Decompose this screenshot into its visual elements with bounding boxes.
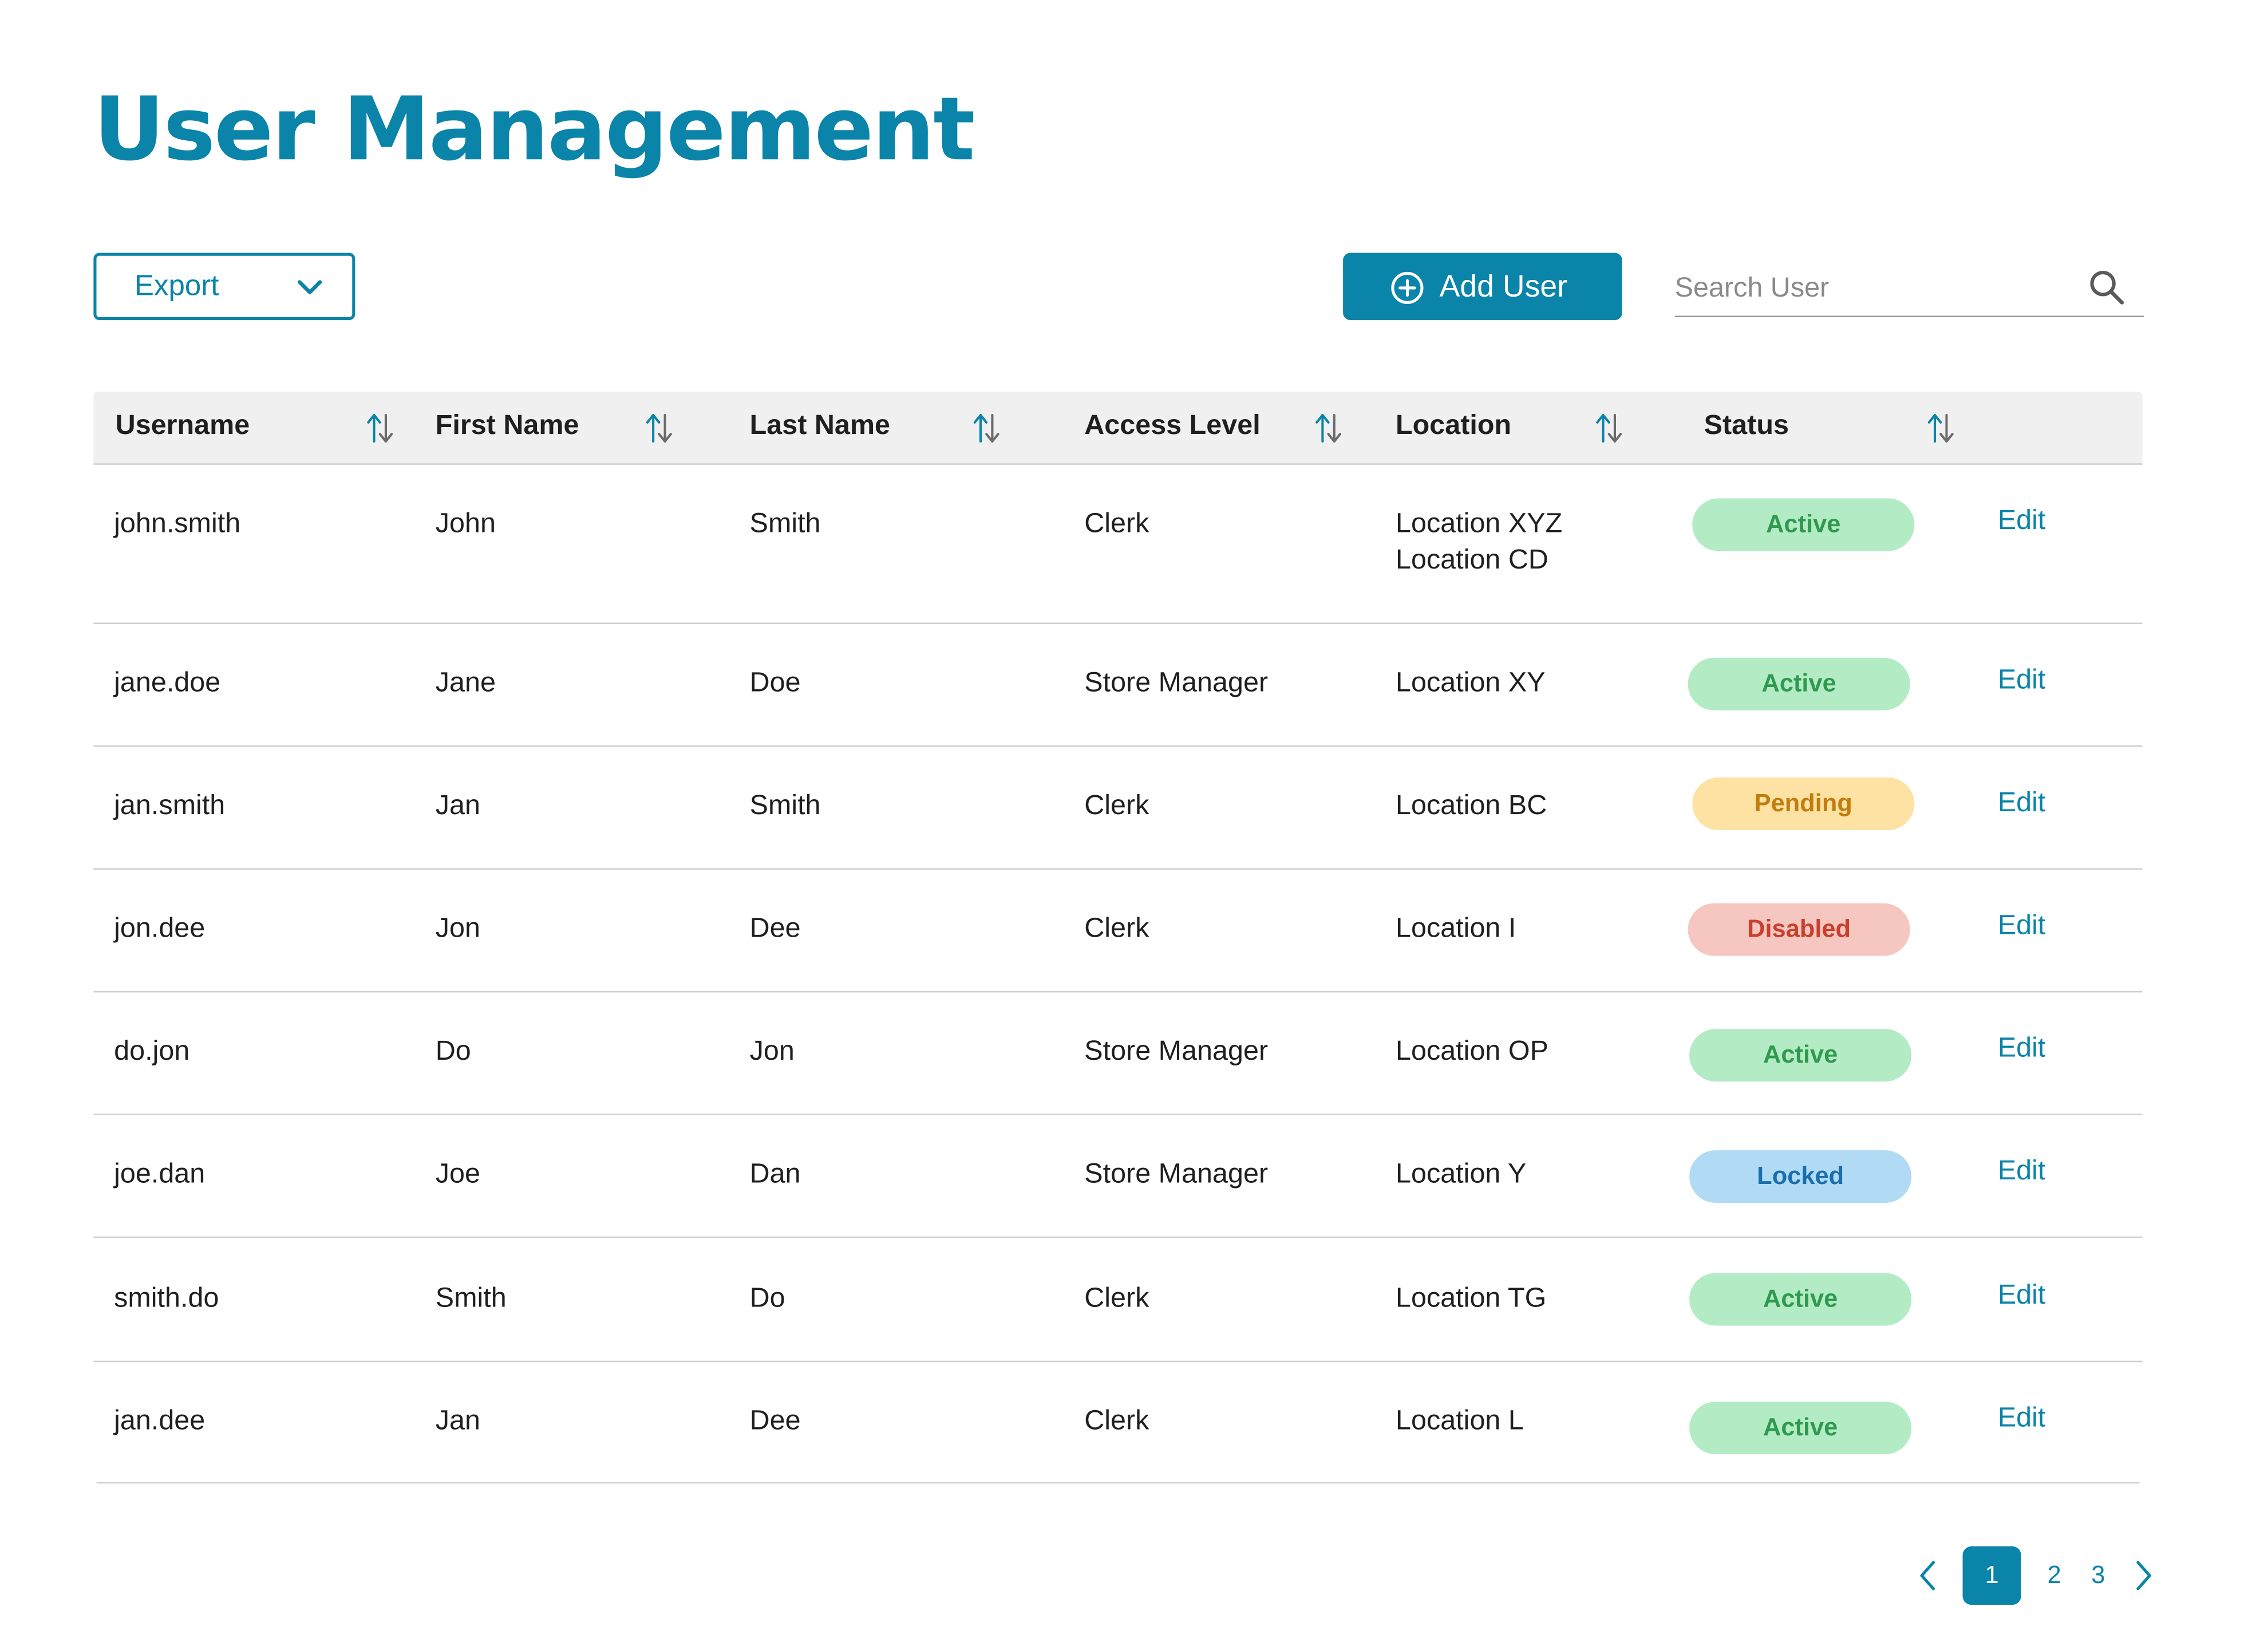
add-user-button[interactable]: Add User <box>1343 252 1622 321</box>
chevron-left-icon[interactable] <box>1914 1558 1941 1593</box>
cell-location: Location L <box>1396 1406 1524 1437</box>
table-row: do.jon Do Jon Store Manager Location OP … <box>93 992 2143 1115</box>
cell-location-secondary: Location CD <box>1396 545 1548 576</box>
export-dropdown[interactable]: Export <box>93 252 355 321</box>
status-badge: Active <box>1692 498 1915 551</box>
sort-arrows-icon[interactable] <box>970 410 1002 445</box>
edit-link[interactable]: Edit <box>1997 788 2046 819</box>
cell-username: john.smith <box>114 508 241 540</box>
column-header-first-name[interactable]: First Name <box>435 410 579 441</box>
export-label: Export <box>134 270 219 303</box>
cell-username: joe.dan <box>114 1159 206 1190</box>
search-field <box>1674 263 2144 317</box>
cell-location: Location I <box>1396 913 1516 945</box>
table-row: jan.dee Jan Dee Clerk Location L Active … <box>96 1362 2140 1484</box>
add-user-label: Add User <box>1439 270 1568 305</box>
sort-arrows-icon[interactable] <box>364 410 396 445</box>
cell-last-name: Doe <box>749 668 801 699</box>
cell-last-name: Dan <box>749 1159 801 1190</box>
status-badge: Locked <box>1689 1150 1912 1203</box>
edit-link[interactable]: Edit <box>1997 1156 2046 1187</box>
status-badge: Active <box>1688 657 1910 710</box>
chevron-down-icon <box>298 280 322 294</box>
cell-last-name: Dee <box>749 913 801 945</box>
cell-location: Location TG <box>1396 1283 1547 1315</box>
cell-username: jan.dee <box>114 1406 206 1437</box>
cell-last-name: Jon <box>749 1036 795 1067</box>
table-row: joe.dan Joe Dan Store Manager Location Y… <box>93 1115 2143 1238</box>
cell-access-level: Clerk <box>1084 791 1149 822</box>
table-row: john.smith John Smith Clerk Location XYZ… <box>93 465 2143 625</box>
cell-access-level: Clerk <box>1084 1283 1149 1315</box>
cell-access-level: Store Manager <box>1084 1036 1269 1067</box>
table-row: jon.dee Jon Dee Clerk Location I Disable… <box>93 870 2143 993</box>
sort-arrows-icon[interactable] <box>643 410 675 445</box>
cell-access-level: Clerk <box>1084 913 1149 945</box>
status-badge: Active <box>1689 1029 1912 1082</box>
edit-link[interactable]: Edit <box>1997 910 2046 942</box>
cell-location: Location OP <box>1396 1036 1548 1067</box>
cell-location: Location BC <box>1396 791 1547 822</box>
edit-link[interactable]: Edit <box>1997 1033 2046 1064</box>
cell-first-name: Jan <box>435 1406 480 1437</box>
table-row: jan.smith Jan Smith Clerk Location BC Pe… <box>93 747 2143 870</box>
cell-username: jan.smith <box>114 791 226 822</box>
sort-arrows-icon[interactable] <box>1925 410 1957 445</box>
cell-location: Location XY <box>1396 668 1546 699</box>
edit-link[interactable]: Edit <box>1997 1403 2046 1434</box>
cell-location: Location XYZ <box>1396 508 1563 540</box>
cell-username: jane.doe <box>114 668 221 699</box>
sort-arrows-icon[interactable] <box>1593 410 1625 445</box>
cell-first-name: John <box>435 508 496 540</box>
cell-access-level: Clerk <box>1084 508 1149 540</box>
cell-last-name: Smith <box>749 508 821 540</box>
column-header-username[interactable]: Username <box>115 410 250 441</box>
cell-username: jon.dee <box>114 913 206 945</box>
chevron-right-icon[interactable] <box>2131 1558 2157 1593</box>
cell-first-name: Jane <box>435 668 496 699</box>
cell-last-name: Smith <box>749 791 821 822</box>
status-badge: Pending <box>1692 777 1915 831</box>
search-input[interactable] <box>1674 270 2069 309</box>
cell-username: smith.do <box>114 1283 219 1315</box>
cell-last-name: Dee <box>749 1406 801 1437</box>
plus-circle-icon <box>1391 271 1424 305</box>
cell-first-name: Smith <box>435 1283 507 1315</box>
cell-last-name: Do <box>749 1283 785 1315</box>
cell-access-level: Clerk <box>1084 1406 1149 1437</box>
cell-first-name: Jon <box>435 913 480 945</box>
edit-link[interactable]: Edit <box>1997 1280 2046 1311</box>
edit-link[interactable]: Edit <box>1997 665 2046 696</box>
edit-link[interactable]: Edit <box>1997 506 2046 536</box>
cell-username: do.jon <box>114 1036 190 1067</box>
sort-arrows-icon[interactable] <box>1313 410 1345 445</box>
status-badge: Active <box>1689 1273 1912 1326</box>
status-badge: Disabled <box>1688 903 1910 956</box>
page-button-2[interactable]: 2 <box>2047 1561 2061 1589</box>
column-header-location[interactable]: Location <box>1396 410 1512 441</box>
cell-first-name: Jan <box>435 791 480 822</box>
search-icon[interactable] <box>2088 269 2126 307</box>
cell-first-name: Do <box>435 1036 471 1067</box>
page-button-1[interactable]: 1 <box>1962 1546 2021 1605</box>
page-title: User Management <box>93 78 975 181</box>
cell-first-name: Joe <box>435 1159 480 1190</box>
table-row: jane.doe Jane Doe Store Manager Location… <box>93 624 2143 747</box>
cell-location: Location Y <box>1396 1159 1527 1190</box>
column-header-status[interactable]: Status <box>1704 410 1789 441</box>
table-row: smith.do Smith Do Clerk Location TG Acti… <box>93 1238 2143 1363</box>
page-button-3[interactable]: 3 <box>2091 1561 2105 1589</box>
cell-access-level: Store Manager <box>1084 1159 1269 1190</box>
column-header-last-name[interactable]: Last Name <box>749 410 890 441</box>
status-badge: Active <box>1689 1402 1912 1455</box>
column-header-access-level[interactable]: Access Level <box>1084 410 1261 441</box>
table-header: Username First Name Last Name Access Lev… <box>93 392 2143 465</box>
cell-access-level: Store Manager <box>1084 668 1269 699</box>
